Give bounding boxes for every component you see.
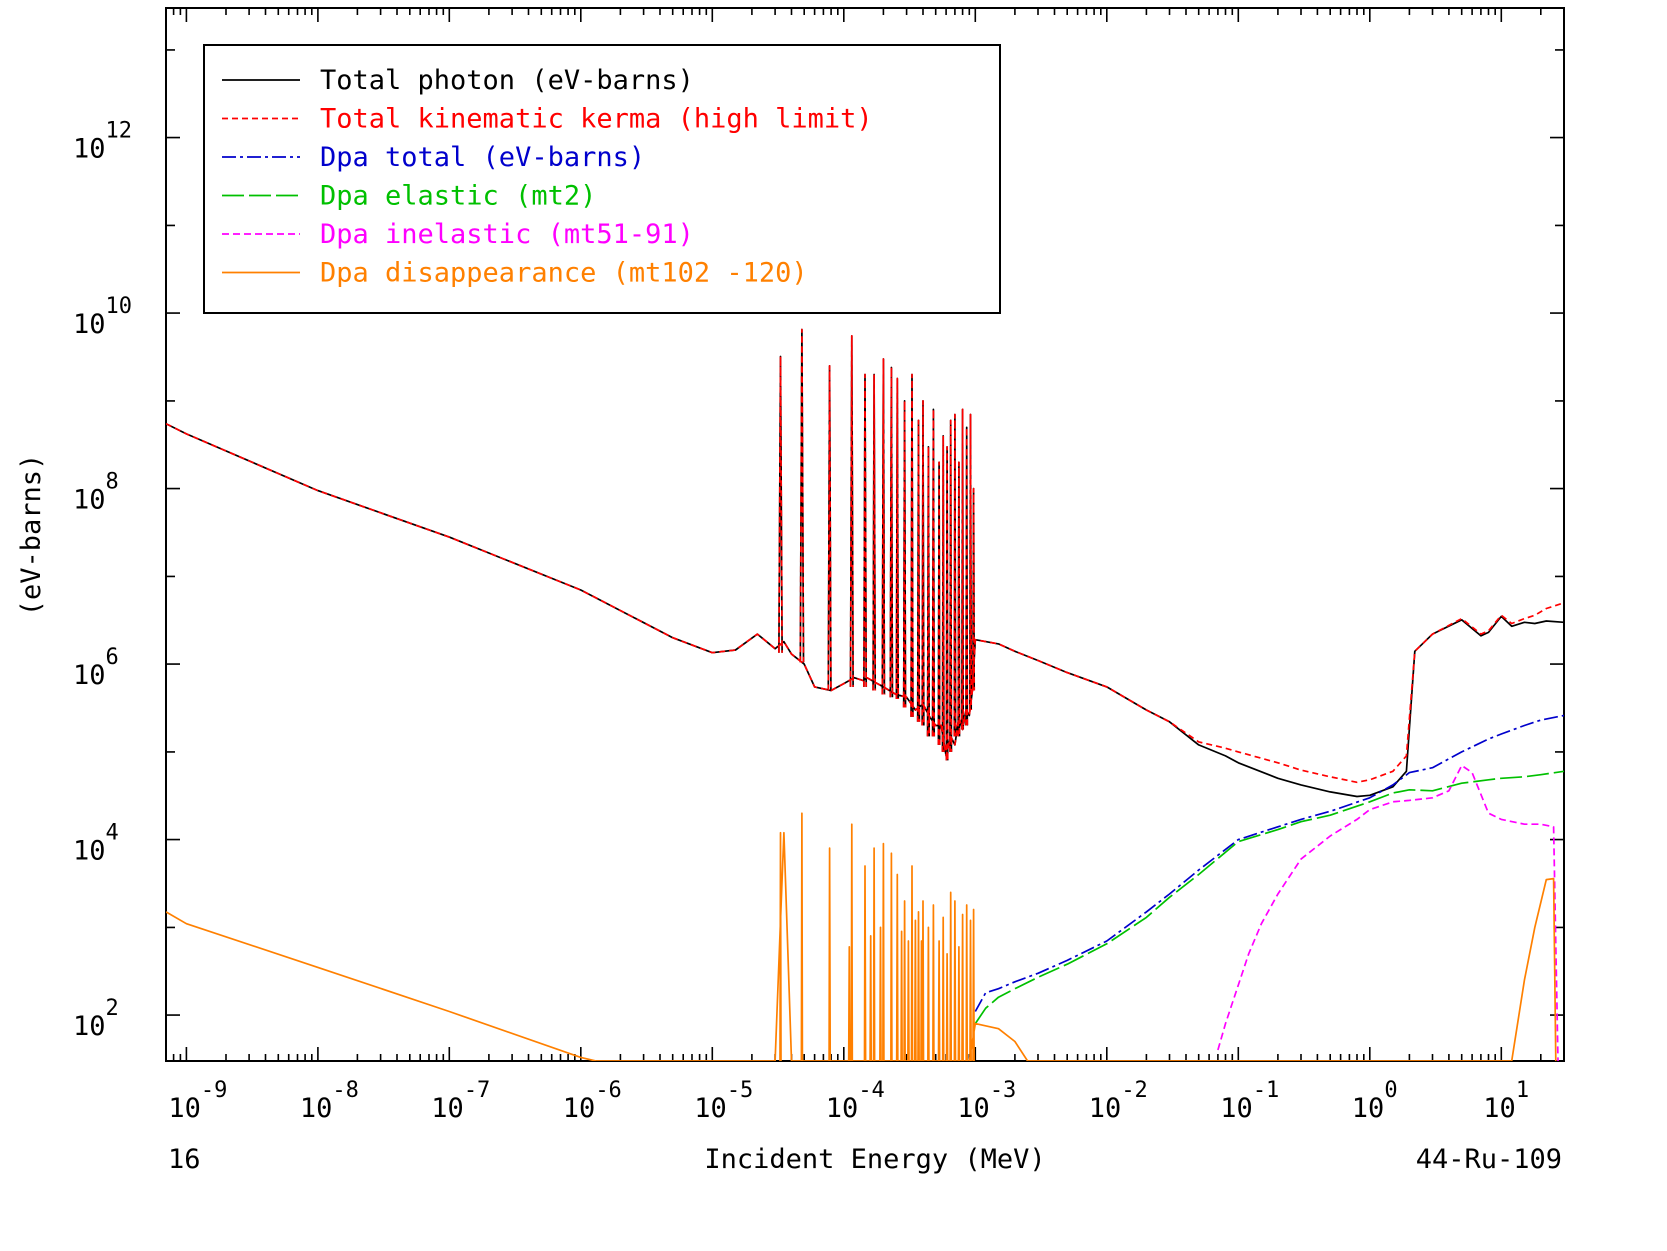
y-tick-exp: 2 [106,996,119,1021]
y-tick-label: 1012 [73,119,132,165]
x-tick-exp: -1 [1253,1078,1280,1103]
y-axis-label: (eV-barns) [16,454,47,617]
y-tick-exp: 12 [106,119,133,144]
x-tick-base: 10 [300,1093,333,1124]
legend-label: Dpa inelastic (mt51-91) [320,219,694,250]
x-tick-exp: 0 [1384,1078,1397,1103]
y-tick-label: 102 [73,996,119,1042]
legend: Total photon (eV-barns) Total kinematic k… [203,44,1001,314]
x-tick-base: 10 [431,1093,464,1124]
x-tick-label: 10-8 [300,1078,359,1124]
corner-label-right: 44-Ru-109 [1416,1144,1562,1175]
tick-marks [165,8,1565,1061]
x-tick-label: 100 [1352,1078,1398,1124]
series-dpa-inelastic [1217,764,1559,1061]
x-tick-exp: -7 [464,1078,491,1103]
x-tick-exp: -9 [201,1078,228,1103]
x-tick-base: 10 [563,1093,596,1124]
axis-ticks [165,8,1565,1061]
y-tick-label: 104 [73,821,119,867]
y-tick-label: 108 [73,470,119,516]
y-tick-exp: 8 [106,470,119,495]
x-tick-label: 10-9 [168,1078,227,1124]
x-tick-labels: 10-910-810-710-610-510-410-310-210-11001… [168,1078,1529,1124]
x-tick-label: 10-4 [826,1078,885,1124]
x-tick-label: 10-1 [1220,1078,1279,1124]
corner-label-left: 16 [168,1144,201,1175]
y-tick-base: 10 [73,660,106,691]
x-tick-exp: 1 [1516,1078,1529,1103]
series-total-kerma [166,328,1564,784]
plot-curves [166,328,1564,1061]
legend-label: Total kinematic kerma (high limit) [320,104,873,135]
legend-label: Dpa elastic (mt2) [320,181,596,212]
series-dpa-elastic [974,770,1564,1025]
y-tick-base: 10 [73,309,106,340]
x-axis-label: Incident Energy (MeV) [704,1144,1045,1175]
x-tick-exp: -5 [727,1078,754,1103]
x-tick-exp: -8 [332,1078,359,1103]
x-tick-base: 10 [168,1093,201,1124]
x-tick-label: 10-3 [957,1078,1016,1124]
x-tick-base: 10 [1352,1093,1385,1124]
x-tick-exp: -4 [858,1078,885,1103]
y-tick-base: 10 [73,485,106,516]
x-tick-label: 101 [1483,1078,1529,1124]
x-tick-base: 10 [826,1093,859,1124]
x-tick-base: 10 [1483,1093,1516,1124]
legend-box [203,44,1001,314]
y-tick-label: 106 [73,645,119,691]
y-tick-exp: 4 [106,821,119,846]
x-tick-exp: -3 [990,1078,1017,1103]
x-tick-label: 10-2 [1089,1078,1148,1124]
y-tick-label: 1010 [73,294,132,340]
x-tick-label: 10-7 [431,1078,490,1124]
y-tick-exp: 10 [106,294,133,319]
x-tick-base: 10 [957,1093,990,1124]
y-tick-base: 10 [73,134,106,165]
x-tick-base: 10 [1220,1093,1253,1124]
legend-label: Dpa total (eV-barns) [320,142,645,173]
series-dpa-total [974,714,1564,1012]
x-tick-base: 10 [694,1093,727,1124]
x-tick-exp: -2 [1121,1078,1148,1103]
legend-label: Dpa disappearance (mt102 -120) [320,258,808,289]
y-tick-base: 10 [73,836,106,867]
series-dpa-disappearance [166,812,1557,1061]
x-tick-base: 10 [1089,1093,1122,1124]
legend-label: Total photon (eV-barns) [320,65,694,96]
x-tick-exp: -6 [595,1078,622,1103]
x-tick-label: 10-5 [694,1078,753,1124]
y-tick-base: 10 [73,1011,106,1042]
y-tick-exp: 6 [106,645,119,670]
x-tick-label: 10-6 [563,1078,622,1124]
